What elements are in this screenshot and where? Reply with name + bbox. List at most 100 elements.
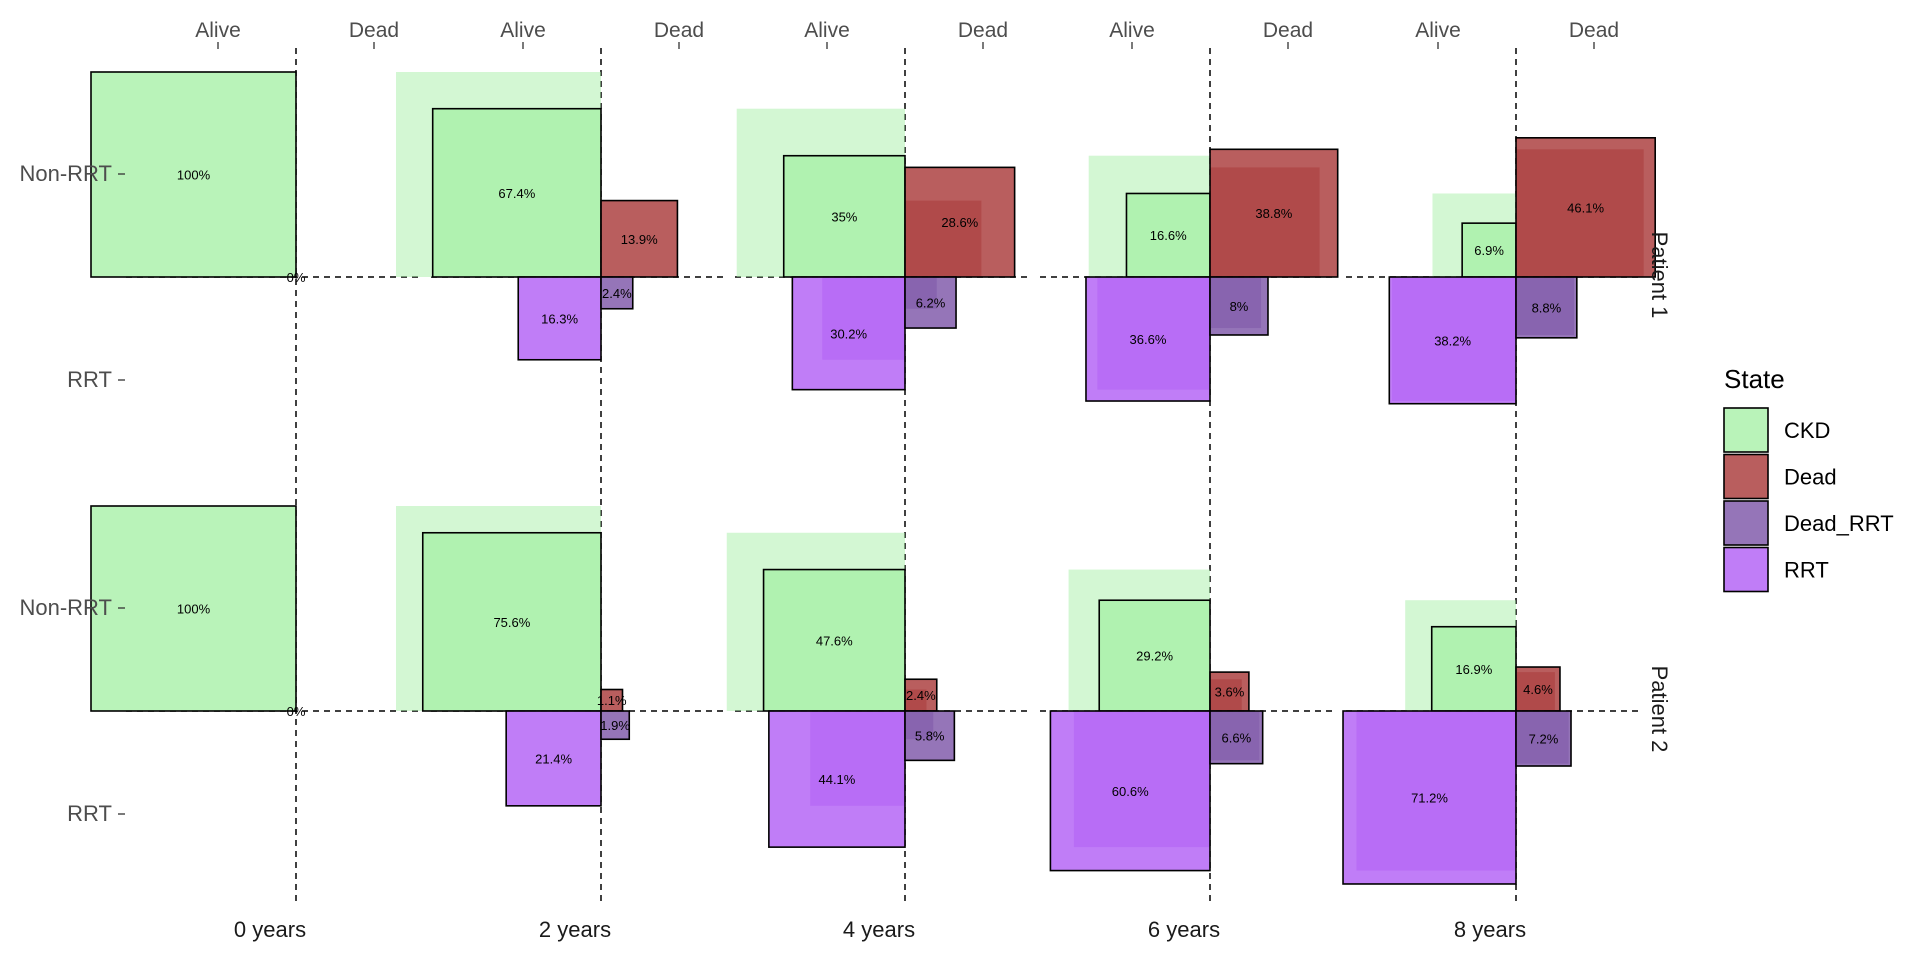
value-label-dead-patient-2-2-years: 1.1% (597, 693, 627, 708)
column-label-alive-0-years: Alive (195, 19, 241, 42)
bar-rrt-patient-1-6-years (1085, 276, 1211, 402)
value-label-dead-rrt-patient-2-8-years: 7.2% (1529, 732, 1559, 747)
value-label-ckd-patient-2-4-years: 47.6% (816, 633, 853, 648)
bar-dead-rrt-patient-2-8-years (1515, 710, 1572, 767)
legend-label-dead-rrt: Dead_RRT (1784, 511, 1894, 536)
legend-swatch-dead (1723, 453, 1769, 500)
value-label-ckd-patient-1-4-years: 35% (831, 209, 857, 224)
bar-rrt-patient-2-2-years (505, 710, 602, 807)
facet-label-patient-1: Patient 1 (1647, 232, 1672, 319)
bar-dead-patient-2-8-years (1515, 666, 1561, 712)
column-label-dead-4-years: Dead (958, 19, 1008, 42)
value-label-dead-patient-2-6-years: 3.6% (1215, 685, 1245, 700)
value-label-dead-patient-1-2-years: 13.9% (621, 232, 658, 247)
axis-labels-layer: Alive Dead Alive Dead Alive Dead Alive Dead Aliv… (19, 19, 1672, 942)
bar-rrt-patient-1-4-years (791, 276, 906, 391)
time-label-8-years: 8 years (1454, 917, 1526, 942)
bar-rrt-patient-1-2-years (517, 276, 602, 361)
column-label-alive-8-years: Alive (1415, 19, 1461, 42)
value-label-ckd-patient-2-2-years: 75.6% (493, 615, 530, 630)
bar-dead-rrt-patient-2-6-years (1209, 710, 1264, 765)
value-label-dead-patient-1-0-years: 0% (287, 270, 306, 285)
value-label-ckd-patient-1-2-years: 67.4% (498, 186, 535, 201)
column-label-dead-6-years: Dead (1263, 19, 1313, 42)
bar-dead-patient-2-4-years (904, 678, 938, 712)
bar-rrt-patient-1-8-years (1388, 276, 1517, 405)
bar-ckd-patient-2-6-years (1098, 599, 1211, 712)
bar-ckd-patient-2-0-years (90, 505, 297, 712)
value-label-dead-patient-2-4-years: 2.4% (906, 688, 936, 703)
value-label-dead-patient-1-6-years: 38.8% (1255, 206, 1292, 221)
value-label-dead-patient-1-4-years: 28.6% (941, 215, 978, 230)
bar-dead-patient-2-6-years (1209, 671, 1250, 712)
row-label-rrt-patient-2: RRT (67, 801, 112, 826)
legend: State CKD Dead Dead_RRT RRT (1723, 364, 1894, 593)
bar-ckd-patient-2-8-years (1430, 625, 1517, 712)
value-label-dead-rrt-patient-2-2-years: 1.9% (600, 718, 630, 733)
bar-dead-rrt-patient-1-6-years (1209, 276, 1269, 336)
value-label-ckd-patient-2-6-years: 29.2% (1136, 649, 1173, 664)
row-label-non-rrt-patient-2: Non-RRT (19, 595, 112, 620)
value-label-rrt-patient-1-2-years: 16.3% (541, 311, 578, 326)
time-label-2-years: 2 years (539, 917, 611, 942)
facet-label-patient-2: Patient 2 (1647, 666, 1672, 753)
time-label-4-years: 4 years (843, 917, 915, 942)
bar-ckd-patient-1-2-years (431, 107, 602, 278)
row-label-rrt-patient-1: RRT (67, 367, 112, 392)
column-label-alive-2-years: Alive (500, 19, 546, 42)
value-label-rrt-patient-1-8-years: 38.2% (1434, 333, 1471, 348)
bar-dead-patient-1-6-years (1209, 148, 1339, 278)
value-label-rrt-patient-2-8-years: 71.2% (1411, 790, 1448, 805)
value-label-dead-rrt-patient-1-6-years: 8% (1230, 299, 1249, 314)
legend-label-dead: Dead (1784, 465, 1837, 490)
bar-dead-patient-1-8-years (1515, 137, 1656, 278)
bar-dead-rrt-patient-1-8-years (1515, 276, 1578, 339)
legend-label-ckd: CKD (1784, 418, 1830, 443)
bar-dead-rrt-patient-2-4-years (904, 710, 956, 762)
value-label-dead-patient-2-8-years: 4.6% (1523, 682, 1553, 697)
value-label-ckd-patient-1-0-years: 100% (177, 168, 211, 183)
column-label-dead-8-years: Dead (1569, 19, 1619, 42)
column-label-dead-0-years: Dead (349, 19, 399, 42)
value-label-dead-patient-2-0-years: 0% (287, 704, 306, 719)
value-label-dead-rrt-patient-2-4-years: 5.8% (915, 729, 945, 744)
time-label-6-years: 6 years (1148, 917, 1220, 942)
value-labels-layer: 100% 0% 67.4% 13.9% 16.3% 2.4% 35% 28.6% 30.2% 6.… (177, 168, 1605, 806)
row-label-non-rrt-patient-1: Non-RRT (19, 161, 112, 186)
legend-title: State (1724, 364, 1785, 394)
value-label-rrt-patient-2-4-years: 44.1% (818, 772, 855, 787)
bar-rrt-patient-2-8-years (1342, 710, 1517, 885)
value-label-ckd-patient-1-8-years: 6.9% (1474, 243, 1504, 258)
column-label-alive-4-years: Alive (804, 19, 850, 42)
bar-dead-patient-1-2-years (600, 199, 679, 278)
bar-dead-rrt-patient-2-2-years (600, 710, 631, 741)
bar-dead-rrt-patient-1-2-years (600, 276, 634, 310)
state-bars-layer (90, 71, 1656, 885)
legend-swatch-rrt (1723, 546, 1769, 593)
value-label-dead-rrt-patient-1-8-years: 8.8% (1532, 300, 1562, 315)
value-label-ckd-patient-2-0-years: 100% (177, 602, 211, 617)
bar-dead-patient-1-4-years (904, 166, 1016, 278)
bar-dead-rrt-patient-1-4-years (904, 276, 957, 329)
value-label-ckd-patient-1-6-years: 16.6% (1150, 228, 1187, 243)
bar-ckd-patient-2-2-years (421, 531, 602, 712)
legend-swatch-dead-rrt (1723, 500, 1769, 546)
value-label-rrt-patient-2-2-years: 21.4% (535, 751, 572, 766)
bar-ckd-patient-2-4-years (762, 568, 906, 712)
legend-label-rrt: RRT (1784, 558, 1829, 583)
bar-ckd-patient-1-0-years (90, 71, 297, 278)
value-label-rrt-patient-1-6-years: 36.6% (1130, 332, 1167, 347)
time-label-0-years: 0 years (234, 917, 306, 942)
value-label-dead-rrt-patient-2-6-years: 6.6% (1222, 730, 1252, 745)
bar-rrt-patient-2-4-years (768, 710, 906, 848)
column-label-alive-6-years: Alive (1109, 19, 1155, 42)
value-label-dead-rrt-patient-1-4-years: 6.2% (916, 296, 946, 311)
legend-swatch-ckd (1723, 407, 1769, 453)
value-label-rrt-patient-2-6-years: 60.6% (1112, 784, 1149, 799)
value-label-dead-patient-1-8-years: 46.1% (1567, 200, 1604, 215)
value-label-ckd-patient-2-8-years: 16.9% (1455, 662, 1492, 677)
column-label-dead-2-years: Dead (654, 19, 704, 42)
value-label-dead-rrt-patient-1-2-years: 2.4% (602, 286, 632, 301)
value-label-rrt-patient-1-4-years: 30.2% (830, 326, 867, 341)
